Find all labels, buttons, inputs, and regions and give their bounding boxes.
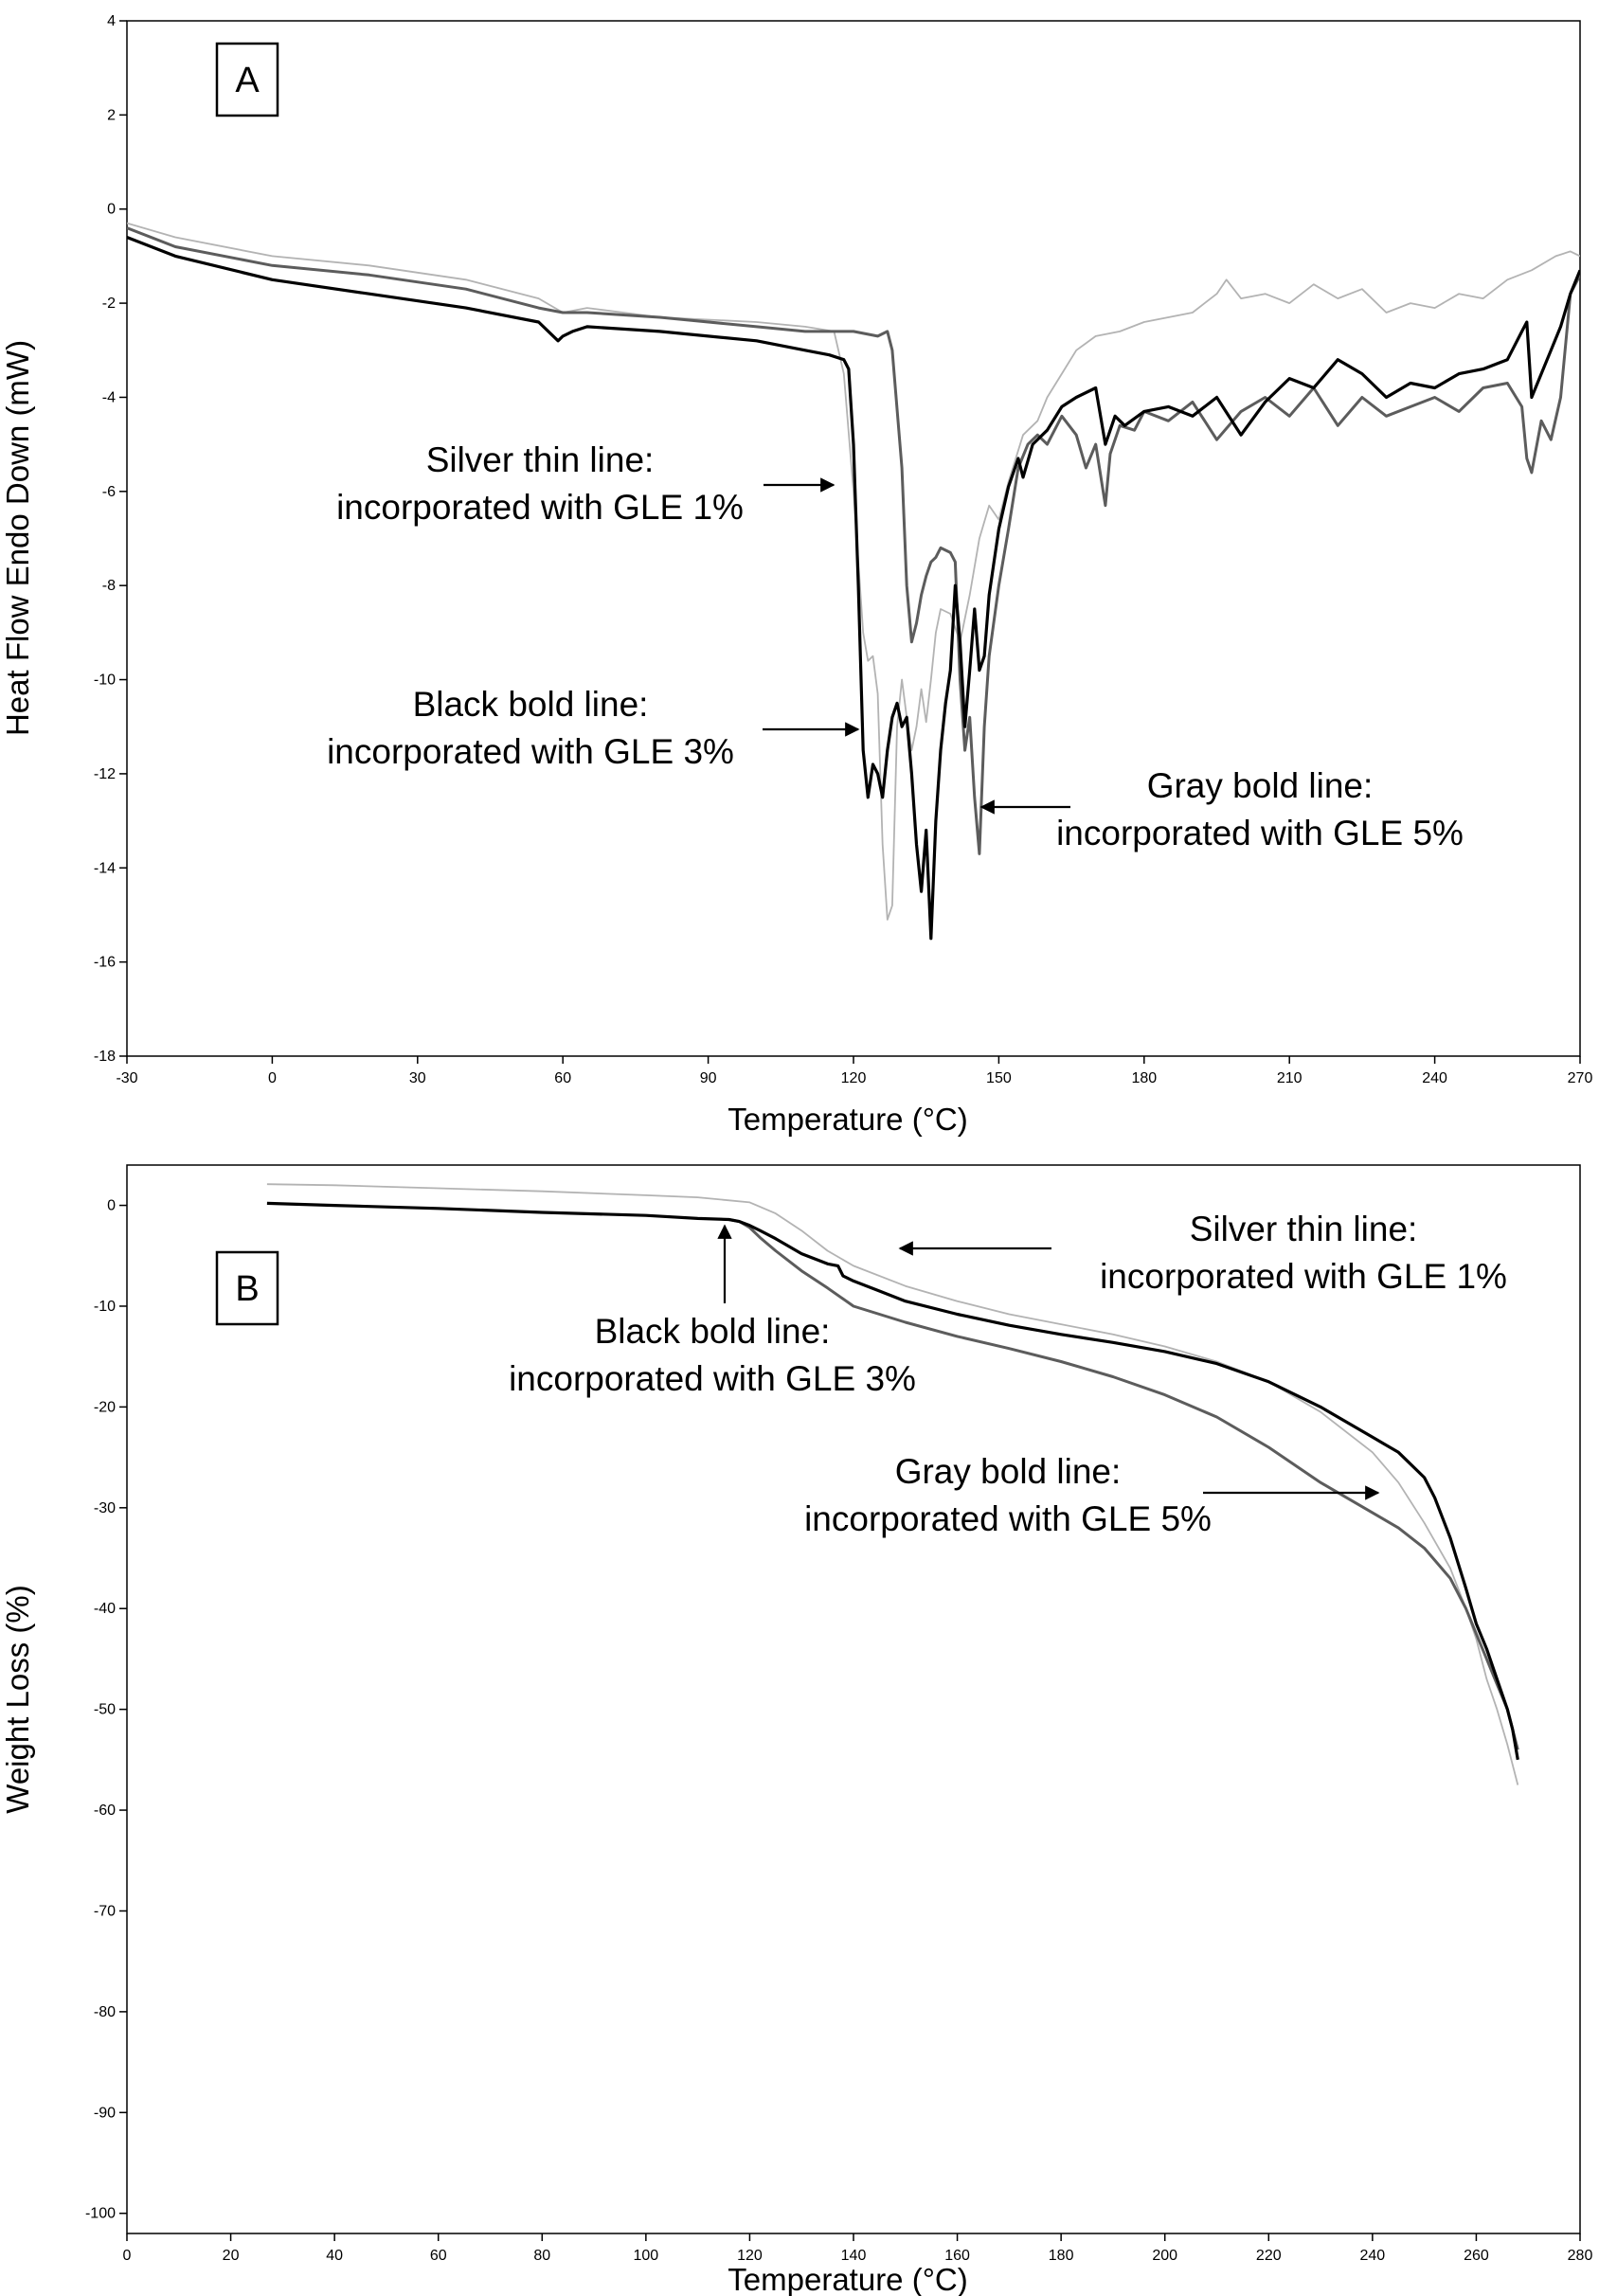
y-tick-label: -20 (94, 1399, 116, 1415)
x-tick-label: 80 (533, 2248, 550, 2264)
x-tick-label: 270 (1568, 1070, 1593, 1086)
x-tick-label: 180 (1131, 1070, 1157, 1086)
x-tick-label: 240 (1360, 2248, 1386, 2264)
y-tick-label: -4 (102, 389, 116, 405)
annotation-black: Black bold line: incorporated with GLE 3% (509, 1224, 916, 1398)
x-tick-label: 140 (841, 2248, 867, 2264)
x-tick-label: 150 (986, 1070, 1012, 1086)
x-tick-label: 30 (409, 1070, 426, 1086)
chart-panel-a: 4 2 0 -2 -4 -6 -8 -10 -12 -14 -16 -18-30 0 30 60 90 120 1… (0, 13, 1592, 1137)
annotation-text: Gray bold line: (895, 1452, 1122, 1491)
series-group (266, 1183, 1519, 1785)
annotation-text: incorporated with GLE 3% (509, 1359, 916, 1398)
panel-label-box (215, 1250, 279, 1326)
y-axis-label: Heat Flow Endo Down (mW) (0, 340, 35, 736)
annotation-text: incorporated with GLE 5% (804, 1499, 1212, 1538)
series-line-black (127, 236, 1580, 941)
y-tick-label: -80 (94, 2004, 116, 2020)
panel-label: B (235, 1269, 259, 1309)
panel-label-box (215, 42, 279, 117)
y-tick-label: 2 (107, 107, 116, 123)
y-tick-label: -2 (102, 296, 116, 312)
y-tick-label: -40 (94, 1601, 116, 1617)
x-tick-label: 90 (700, 1070, 717, 1086)
x-tick-label: 180 (1049, 2248, 1074, 2264)
annotation-gray: Gray bold line: incorporated with GLE 5% (979, 766, 1464, 852)
x-tick-label: 60 (430, 2248, 447, 2264)
y-tick-label: -60 (94, 1803, 116, 1819)
x-tick-label: 100 (634, 2248, 659, 2264)
annotation-text: incorporated with GLE 1% (1100, 1257, 1507, 1296)
annotation-text: incorporated with GLE 3% (327, 732, 734, 771)
x-tick-label: 60 (554, 1070, 571, 1086)
x-tick-label: 0 (268, 1070, 277, 1086)
y-tick-label: -14 (94, 860, 116, 876)
x-tick-label: 40 (326, 2248, 343, 2264)
y-tick-label: -90 (94, 2105, 116, 2121)
x-tick-label: 210 (1277, 1070, 1303, 1086)
annotation-gray: Gray bold line: incorporated with GLE 5% (804, 1452, 1380, 1538)
x-tick-label: 20 (223, 2248, 240, 2264)
annotation-silver: Silver thin line: incorporated with GLE 1… (336, 440, 835, 527)
panel-label: A (235, 61, 260, 100)
y-tick-label: -10 (94, 1299, 116, 1315)
annotation-text: Silver thin line: (1190, 1210, 1418, 1248)
x-tick-label: 160 (944, 2248, 970, 2264)
annotation-text: incorporated with GLE 5% (1056, 814, 1464, 852)
y-tick-label: -50 (94, 1702, 116, 1718)
x-tick-label: 120 (737, 2248, 763, 2264)
y-tick-label: 4 (107, 13, 116, 29)
x-tick-label: 260 (1464, 2248, 1489, 2264)
y-tick-label: -6 (102, 484, 116, 500)
y-tick-label: -10 (94, 673, 116, 689)
x-tick-label: 240 (1422, 1070, 1447, 1086)
series-line-silver (266, 1183, 1519, 1785)
x-tick-label: 220 (1256, 2248, 1282, 2264)
series-line-gray (127, 226, 1580, 855)
annotation-text: incorporated with GLE 1% (336, 488, 744, 527)
x-tick-label: 120 (841, 1070, 867, 1086)
x-tick-label: 200 (1152, 2248, 1177, 2264)
x-axis-label: Temperature (°C) (728, 2262, 967, 2296)
annotation-text: Black bold line: (595, 1312, 831, 1351)
y-tick-label: -70 (94, 1903, 116, 1919)
y-tick-label: -18 (94, 1049, 116, 1065)
plot-frame (126, 20, 1581, 1057)
y-tick-label: -8 (102, 578, 116, 594)
y-tick-label: 0 (107, 1198, 116, 1214)
y-tick-label: -100 (85, 2206, 116, 2222)
annotation-black: Black bold line: incorporated with GLE 3% (327, 685, 860, 771)
chart-panel-b: 0 -10 -20 -30 -40 -50 -60 -70 -80 -90 -100 0 20 40 60 8… (0, 1164, 1593, 2296)
annotation-text: Gray bold line: (1147, 766, 1374, 805)
x-tick-label: 280 (1568, 2248, 1593, 2264)
y-tick-label: -12 (94, 766, 116, 782)
series-line-gray (728, 1218, 1519, 1750)
series-group (127, 222, 1580, 941)
y-axis-label: Weight Loss (%) (0, 1585, 35, 1813)
x-tick-label: -30 (116, 1070, 137, 1086)
series-line-black (266, 1201, 1519, 1761)
y-tick-label: -16 (94, 955, 116, 971)
annotation-silver: Silver thin line: incorporated with GLE 1… (898, 1210, 1507, 1296)
y-tick-label: -30 (94, 1500, 116, 1516)
annotation-text: Silver thin line: (426, 440, 655, 479)
annotation-text: Black bold line: (413, 685, 649, 724)
y-tick-label: 0 (107, 202, 116, 218)
x-tick-label: 0 (123, 2248, 132, 2264)
x-axis-label: Temperature (°C) (728, 1102, 967, 1137)
plot-frame (126, 1164, 1581, 2234)
